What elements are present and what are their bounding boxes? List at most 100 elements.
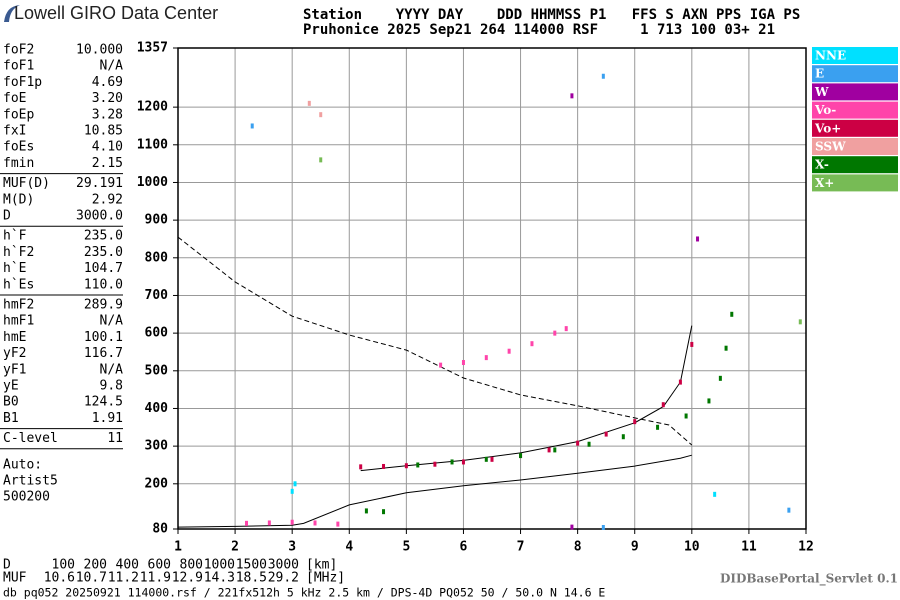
x-tick-label: 7 (517, 540, 525, 555)
echo-point (576, 440, 580, 446)
legend-swatch (812, 47, 898, 64)
param-name: foEp (3, 107, 34, 122)
curve (177, 454, 692, 528)
echo-point (787, 507, 791, 513)
echo-point (690, 341, 694, 347)
d-value: 3000 (268, 558, 299, 573)
echo-point (416, 462, 420, 468)
x-tick-label: 9 (631, 540, 639, 555)
muf-value: 10.7 (76, 571, 107, 586)
echo-point (290, 488, 294, 494)
logo-icon (4, 5, 20, 22)
d-value: 200 (84, 558, 107, 573)
param-value: 104.7 (84, 261, 123, 276)
param-value: 124.5 (84, 395, 123, 410)
param-name: foF2 (3, 43, 34, 58)
x-tick-label: 2 (231, 540, 239, 555)
echo-point (382, 509, 386, 515)
echo-point (507, 348, 511, 354)
legend-swatch (812, 83, 898, 101)
param-name: h`F2 (3, 245, 34, 260)
legend-label: NNE (815, 49, 846, 63)
x-tick-label: 5 (402, 540, 410, 555)
x-tick-label: 8 (574, 540, 582, 555)
y-tick-label: 300 (145, 439, 169, 454)
echo-point (382, 463, 386, 469)
param-value: 3000.0 (76, 209, 123, 224)
param-name: B0 (3, 395, 19, 410)
echo-point (730, 311, 734, 317)
echo-point (439, 362, 443, 368)
row-label: D (3, 558, 11, 573)
param-value: 235.0 (84, 245, 123, 260)
echo-point (656, 424, 660, 430)
param-value: 9.8 (100, 379, 123, 394)
param-name: fmin (3, 156, 34, 171)
plot-frame (177, 47, 807, 530)
param-value: 2.15 (92, 156, 123, 171)
echo-point (484, 355, 488, 361)
legend-label: Vo+ (814, 121, 841, 135)
header-line: Station YYYY DAY DDD HHMMSS P1 FFS S AXN… (303, 7, 800, 23)
y-tick-label: 800 (145, 250, 169, 265)
muf-value: 12.9 (172, 571, 203, 586)
echo-point (530, 341, 534, 347)
legend-label: E (815, 67, 824, 81)
legend-swatch (812, 101, 898, 119)
echo-point (293, 481, 297, 487)
d-value: 1500 (236, 558, 267, 573)
x-tick-label: 3 (288, 540, 296, 555)
param-value: N/A (100, 362, 124, 377)
unit: [MHz] (306, 571, 345, 586)
y-tick-label: 700 (145, 288, 169, 303)
echo-point (601, 524, 605, 530)
param-value: 4.10 (92, 140, 123, 155)
legend-label: Vo- (814, 103, 836, 117)
echo-point (604, 431, 608, 437)
param-value: 3.20 (92, 91, 123, 106)
legend-swatch (812, 174, 898, 192)
muf-value: 10.6 (44, 571, 75, 586)
muf-value: 18.5 (236, 571, 267, 586)
y-tick-label: 1200 (137, 100, 168, 115)
echo-point (484, 456, 488, 462)
param-value: 1.91 (92, 411, 123, 426)
muf-value: 11.9 (140, 571, 171, 586)
y-tick-label: 900 (145, 213, 169, 228)
unit: [km] (306, 558, 337, 573)
curve (177, 236, 693, 446)
auto-line: 500200 (3, 489, 50, 504)
echo-point (570, 93, 574, 99)
echo-point (290, 519, 294, 525)
y-tick-label: 1000 (137, 175, 168, 190)
echo-point (601, 73, 605, 79)
legend-label: X- (815, 158, 829, 172)
x-tick-label: 6 (460, 540, 468, 555)
echo-point (570, 524, 574, 530)
echo-point (404, 463, 408, 469)
x-tick-label: 1 (174, 540, 182, 555)
echo-point (798, 319, 802, 325)
d-value: 400 (116, 558, 139, 573)
d-value: 1000 (204, 558, 235, 573)
header-line: Pruhonice 2025 Sep21 264 114000 RSF 1 71… (303, 22, 775, 38)
x-tick-label: 10 (684, 540, 700, 555)
param-name: hmF2 (3, 298, 34, 313)
y-tick-label: 400 (145, 401, 169, 416)
x-tick-label: 4 (345, 540, 353, 555)
curve (360, 325, 693, 472)
echo-point (250, 123, 254, 129)
param-name: yF1 (3, 362, 26, 377)
echo-point (661, 402, 665, 408)
param-value: N/A (100, 314, 124, 329)
param-name: D (3, 209, 11, 224)
echo-point (553, 447, 557, 453)
x-tick-label: 11 (741, 540, 757, 555)
echo-point (547, 447, 551, 453)
echo-point (621, 434, 625, 440)
legend-swatch (812, 138, 898, 155)
logo-text: Lowell GIRO Data Center (14, 3, 218, 23)
legend-label: X+ (815, 176, 834, 190)
param-name: h`Es (3, 277, 34, 292)
echo-point (587, 441, 591, 447)
